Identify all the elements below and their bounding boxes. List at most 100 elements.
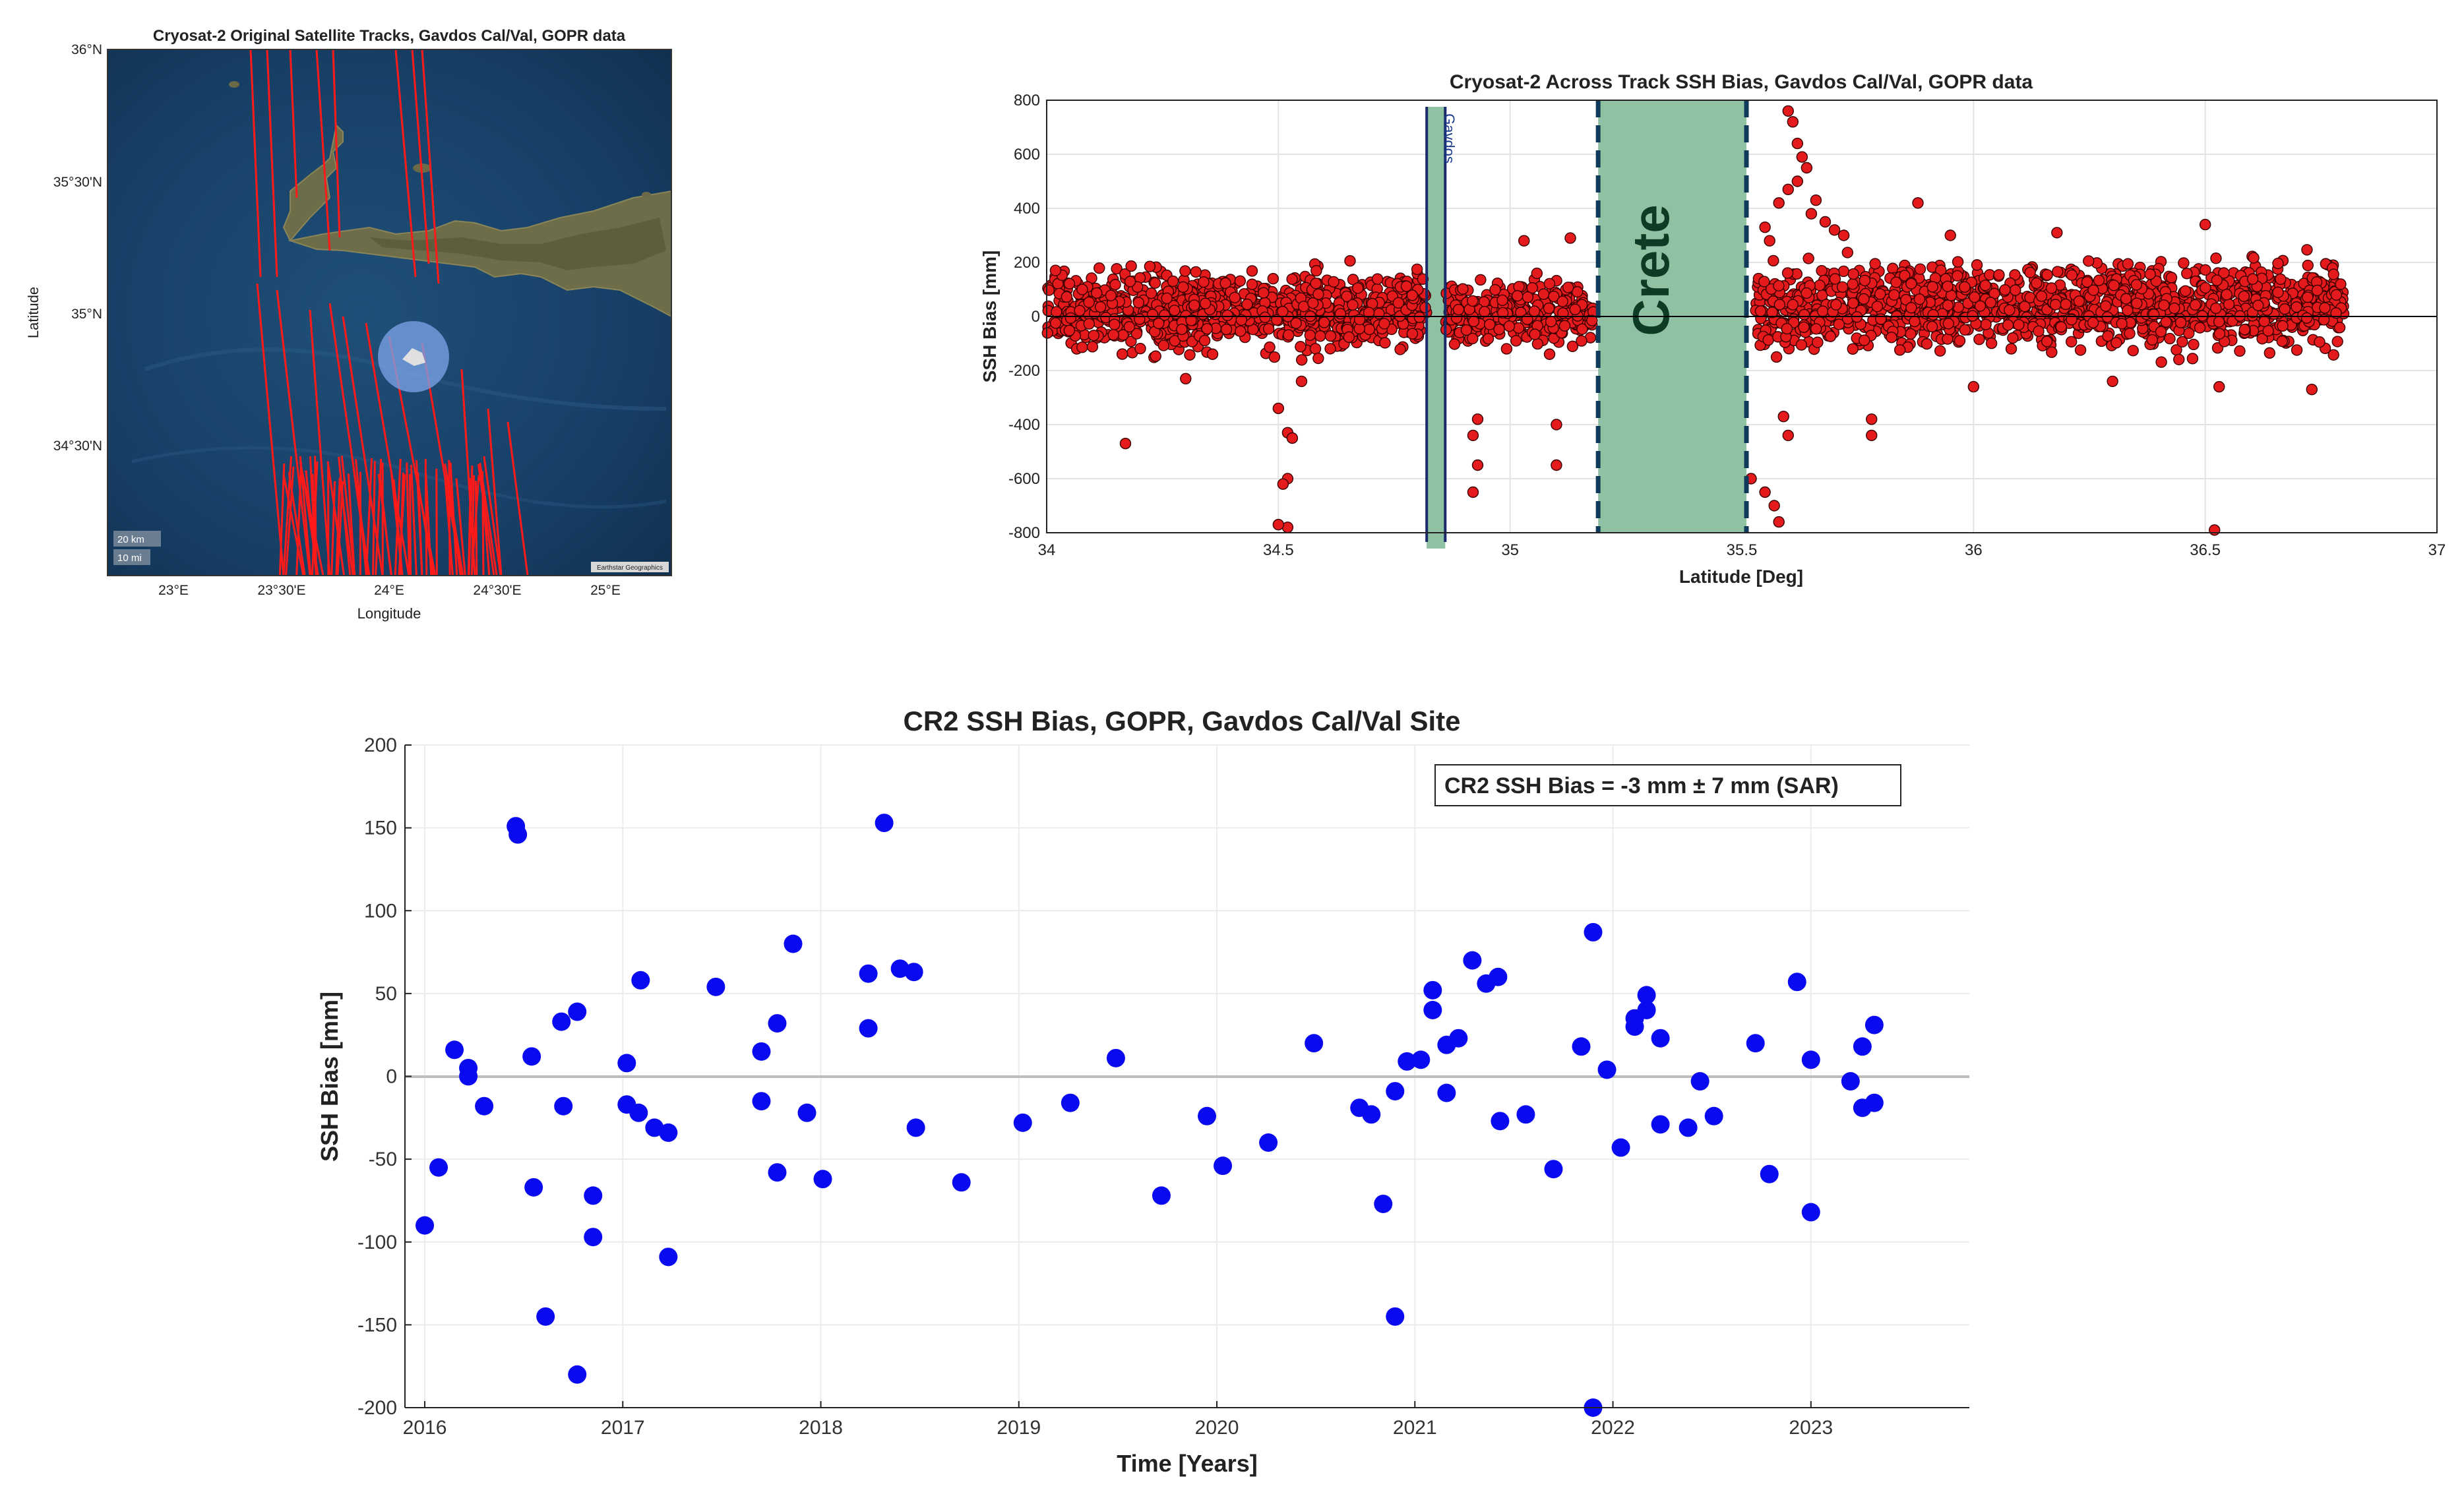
x-tick-label: 2019 [997, 1417, 1041, 1439]
data-point [2146, 334, 2158, 346]
data-point [1777, 411, 1789, 423]
satellite-track [311, 461, 319, 576]
data-point [2046, 346, 2058, 358]
data-point [1782, 183, 1794, 195]
scale-label-mi: 10 mi [117, 553, 142, 564]
satellite-track [340, 456, 356, 576]
data-point [1847, 343, 1859, 355]
data-point [1798, 309, 1810, 320]
data-point [1576, 335, 1587, 347]
scale-bar-mi [113, 549, 150, 565]
data-point [2302, 291, 2314, 303]
data-point [1548, 290, 1560, 303]
data-point [1558, 320, 1571, 332]
map-xlabel: Longitude [357, 605, 421, 622]
data-point [508, 825, 528, 844]
data-point [2319, 302, 2331, 314]
data-point [1833, 318, 1845, 330]
data-point [1373, 307, 1385, 320]
satellite-track [392, 479, 404, 576]
data-point [2189, 299, 2202, 311]
y-tick-label: -200 [357, 1397, 397, 1419]
data-point [1637, 1001, 1656, 1019]
data-point [1286, 273, 1298, 285]
data-point [1241, 298, 1253, 311]
data-point [1512, 322, 1525, 334]
data-point [1235, 314, 1248, 326]
data-point [1572, 1037, 1591, 1056]
data-point [2007, 332, 2019, 344]
data-point [2087, 284, 2099, 296]
map-ytick: 34°30'N [53, 438, 102, 454]
data-point [1544, 1160, 1563, 1179]
satellite-track [409, 473, 412, 576]
data-point [2186, 353, 2199, 365]
data-point [2173, 353, 2185, 365]
data-point [1109, 318, 1121, 330]
data-point [1551, 419, 1562, 431]
data-point [2301, 244, 2313, 256]
data-point [1119, 438, 1132, 450]
data-point [1543, 302, 1555, 314]
data-point [1206, 348, 1219, 360]
data-point [1314, 330, 1326, 342]
x-tick-label: 35 [1501, 541, 1519, 559]
data-point [1262, 323, 1275, 335]
data-point [1543, 278, 1556, 290]
data-point [1773, 516, 1785, 528]
data-point [1264, 341, 1276, 353]
ts-xlabel: Time [Years] [1117, 1450, 1257, 1477]
data-point [1199, 297, 1212, 309]
data-point [1051, 306, 1063, 318]
data-point [1295, 341, 1307, 353]
data-point [1651, 1115, 1670, 1134]
data-point [859, 1019, 878, 1038]
data-point [1973, 333, 1985, 345]
data-point [1467, 332, 1479, 345]
data-point [1954, 335, 1966, 347]
x-tick-label: 34 [1038, 541, 1056, 559]
data-point [416, 1216, 435, 1235]
data-point [1890, 276, 1902, 288]
satellite-track [406, 462, 411, 576]
data-point [1309, 343, 1322, 355]
data-point [554, 1096, 573, 1116]
data-point [1812, 336, 1824, 348]
data-point [2234, 345, 2246, 357]
data-point [1467, 429, 1479, 442]
data-point [1411, 263, 1423, 276]
data-point [2158, 299, 2170, 311]
data-point [2218, 267, 2230, 279]
y-tick-label: -150 [357, 1314, 397, 1336]
crete-relief [369, 218, 666, 270]
data-point [1132, 297, 1145, 309]
data-point [1149, 277, 1161, 289]
data-point [2004, 304, 2016, 316]
ts-legend-box [1434, 764, 1901, 806]
satellite-track [421, 49, 440, 284]
data-point [2311, 284, 2324, 297]
data-point [1268, 351, 1281, 363]
data-point [1310, 264, 1322, 277]
data-point [875, 814, 894, 833]
satellite-track [455, 478, 466, 576]
ts-legend-text: CR2 SSH Bias = -3 mm ± 7 mm (SAR) [1444, 773, 1839, 798]
data-point [2181, 268, 2193, 280]
data-point [1528, 305, 1541, 317]
data-point [1886, 332, 1897, 344]
data-point [1043, 284, 1055, 296]
y-tick-label: -800 [1008, 524, 1040, 542]
data-point [2164, 332, 2176, 345]
data-point [1220, 323, 1233, 336]
data-point [1259, 311, 1271, 324]
y-tick-label: 150 [364, 818, 397, 839]
data-point [1134, 342, 1146, 355]
data-point [1766, 307, 1778, 318]
data-point [1076, 284, 1088, 295]
data-point [1791, 137, 1804, 150]
data-point [1167, 275, 1179, 287]
data-point [1482, 333, 1494, 345]
data-point [1913, 293, 1926, 305]
data-point [1866, 413, 1878, 425]
